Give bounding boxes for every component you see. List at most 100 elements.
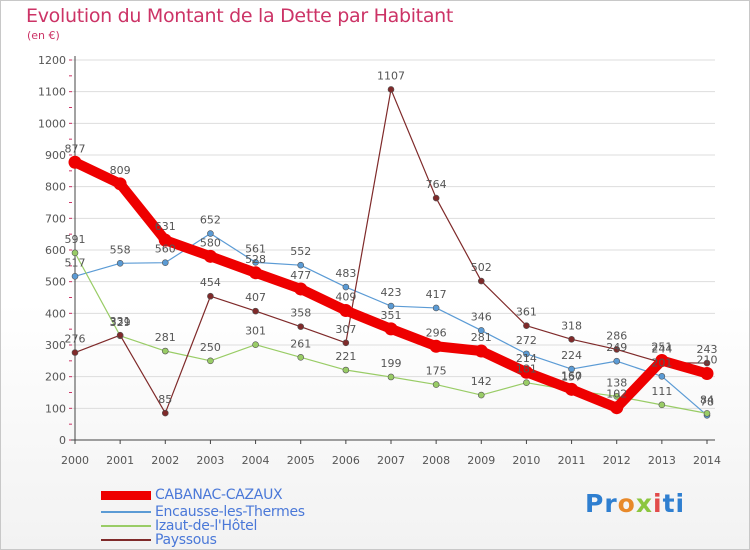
data-label: 1107 <box>377 69 405 82</box>
data-label: 301 <box>245 325 266 338</box>
data-point <box>613 357 621 365</box>
data-point <box>700 367 714 380</box>
data-label: 358 <box>290 307 311 320</box>
y-tick-label: 400 <box>45 307 66 320</box>
y-tick-label: 0 <box>59 434 66 447</box>
data-point <box>477 327 485 334</box>
data-point <box>655 354 669 368</box>
data-label: 102 <box>606 388 627 401</box>
data-label: 652 <box>200 214 221 227</box>
data-point <box>161 259 169 266</box>
y-tick-label: 100 <box>45 402 66 415</box>
data-label: 286 <box>606 329 627 342</box>
data-label: 552 <box>290 245 311 258</box>
data-label: 221 <box>335 350 356 363</box>
data-label: 517 <box>65 256 86 269</box>
data-point <box>113 177 127 191</box>
data-point <box>387 373 395 381</box>
data-label: 78 <box>700 395 714 408</box>
data-label: 157 <box>561 370 582 383</box>
data-point <box>207 292 214 300</box>
x-tick-label: 2009 <box>467 454 495 467</box>
legend-label: Payssous <box>155 532 217 548</box>
data-point <box>523 350 530 358</box>
data-point <box>161 347 169 355</box>
data-label: 281 <box>155 331 176 344</box>
data-label: 318 <box>561 319 582 332</box>
data-point <box>297 261 305 269</box>
data-label: 85 <box>158 393 172 406</box>
data-label: 591 <box>65 233 86 246</box>
data-point <box>384 322 398 336</box>
data-point <box>565 382 579 396</box>
x-tick-label: 2010 <box>512 454 540 467</box>
data-label: 560 <box>155 243 176 256</box>
series-line <box>70 157 712 413</box>
x-tick-label: 2000 <box>61 454 89 467</box>
data-label: 214 <box>516 352 537 365</box>
y-tick-label: 800 <box>45 181 66 194</box>
data-point <box>252 341 259 348</box>
legend-label: Encausse-les-Thermes <box>155 504 305 520</box>
data-point <box>158 233 172 247</box>
data-label: 281 <box>471 331 492 344</box>
legend-label: CABANAC-CAZAUX <box>155 487 283 503</box>
data-point <box>116 259 124 267</box>
data-label: 243 <box>697 343 718 356</box>
data-label: 331 <box>110 315 131 328</box>
data-label: 181 <box>516 363 537 376</box>
data-label: 329 <box>110 316 131 329</box>
x-tick-label: 2007 <box>377 454 405 467</box>
data-point <box>610 401 624 415</box>
data-point <box>477 391 485 399</box>
data-label: 175 <box>426 365 447 378</box>
data-point <box>342 283 350 291</box>
data-label: 631 <box>155 220 176 233</box>
data-point <box>297 354 305 361</box>
data-label: 351 <box>381 309 402 322</box>
x-tick-label: 2012 <box>603 454 631 467</box>
data-point <box>658 373 666 380</box>
data-point <box>703 410 711 417</box>
data-label: 561 <box>245 242 266 255</box>
data-point <box>658 401 666 409</box>
y-tick-label: 1100 <box>38 86 66 99</box>
y-tick-label: 700 <box>45 212 66 225</box>
data-label: 138 <box>606 376 627 389</box>
legend-swatch-izaut-de-l-hotel <box>101 525 151 527</box>
data-point <box>294 282 308 296</box>
data-point <box>68 155 82 169</box>
data-label: 210 <box>697 354 718 367</box>
y-tick-label: 300 <box>45 339 66 352</box>
data-label: 244 <box>651 343 672 356</box>
data-label: 272 <box>516 334 537 347</box>
legend-label: Izaut-de-l'Hôtel <box>155 518 258 534</box>
data-label: 251 <box>651 341 672 354</box>
x-tick-label: 2011 <box>558 454 586 467</box>
x-tick-label: 2001 <box>106 454 134 467</box>
data-point <box>387 86 395 93</box>
data-label: 477 <box>290 269 311 282</box>
data-point <box>116 331 124 339</box>
data-label: 201 <box>651 356 672 369</box>
proxiti-logo: Proxiti <box>585 489 686 518</box>
data-label: 417 <box>426 288 447 301</box>
data-label: 423 <box>381 286 402 299</box>
data-label: 307 <box>335 323 356 336</box>
data-label: 877 <box>65 142 86 155</box>
data-point <box>71 349 79 356</box>
legend-swatch-encausse-les-thermes <box>101 511 151 513</box>
data-point <box>519 365 533 379</box>
data-point <box>613 392 621 400</box>
data-label: 502 <box>471 261 492 274</box>
legend-swatch-cabanac-cazaux <box>101 491 151 500</box>
data-point <box>161 409 169 417</box>
y-tick-label: 1200 <box>38 54 66 67</box>
y-tick-label: 900 <box>45 149 66 162</box>
data-label: 407 <box>245 291 266 304</box>
chart-subtitle: (en €) <box>27 29 60 42</box>
data-point <box>432 381 440 388</box>
data-point <box>387 302 395 310</box>
data-label: 483 <box>335 267 356 280</box>
